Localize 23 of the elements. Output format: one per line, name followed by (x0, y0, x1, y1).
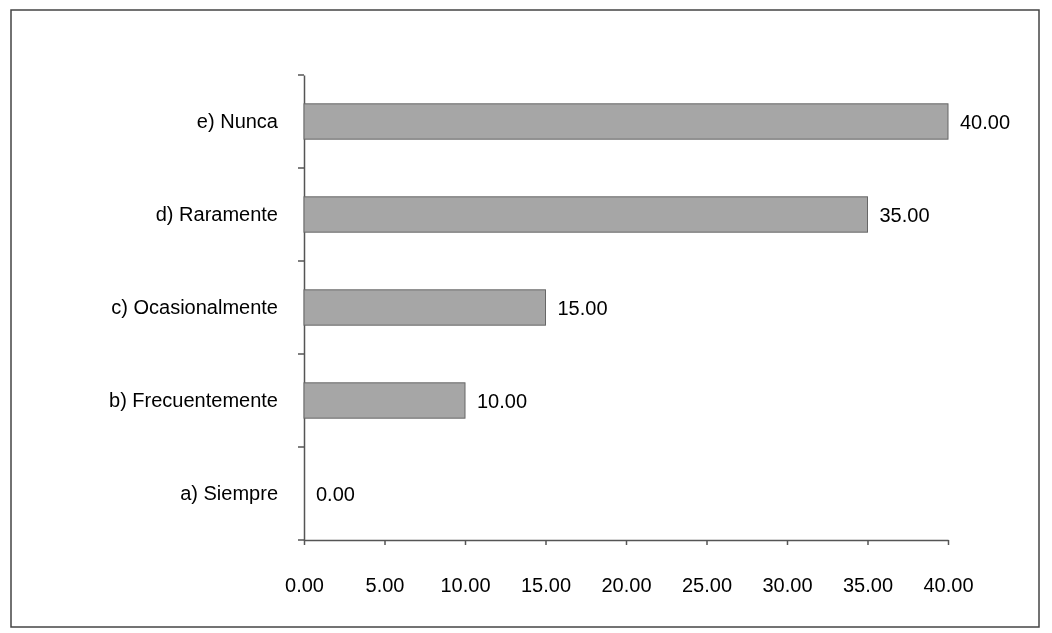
data-label: 0.00 (316, 482, 355, 505)
data-label: 15.00 (557, 296, 608, 319)
y-tick-label: a) Siempre (180, 481, 278, 504)
data-label: 35.00 (879, 203, 930, 226)
y-tick-label: d) Raramente (155, 202, 278, 225)
y-tick-label: e) Nunca (196, 109, 279, 132)
bar (303, 103, 949, 140)
x-tick-label: 15.00 (520, 574, 572, 596)
bar (303, 196, 868, 233)
x-tick-label: 5.00 (365, 574, 405, 596)
data-label: 40.00 (960, 110, 1011, 133)
x-tick-label: 20.00 (601, 574, 652, 596)
x-tick-label: 25.00 (681, 574, 733, 596)
x-tick-label: 30.00 (762, 574, 813, 596)
x-tick-label: 35.00 (842, 574, 894, 596)
bar (303, 289, 546, 326)
bar (303, 382, 466, 419)
y-tick-label: c) Ocasionalmente (111, 295, 278, 318)
y-tick-label: b) Frecuentemente (109, 388, 278, 411)
x-tick-label: 40.00 (923, 574, 974, 596)
x-tick-label: 0.00 (285, 574, 324, 596)
data-label: 10.00 (477, 389, 528, 412)
x-tick-label: 10.00 (440, 574, 491, 596)
